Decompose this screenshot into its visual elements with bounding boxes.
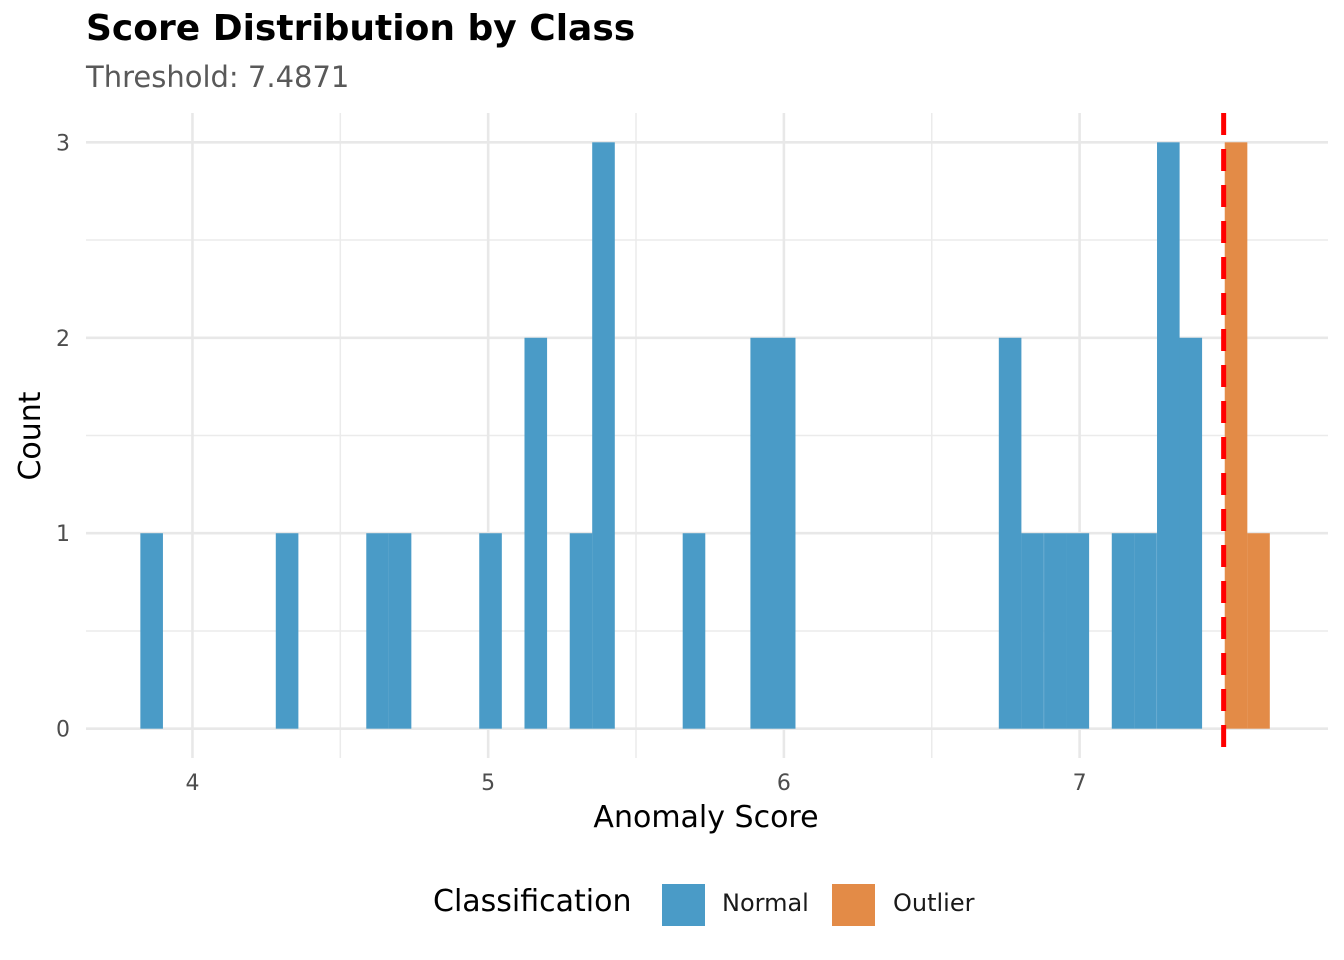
legend-title: Classification xyxy=(433,884,632,919)
legend: Classification Normal Outlier xyxy=(0,880,1344,930)
bar-normal xyxy=(1134,533,1157,729)
bars-layer xyxy=(140,142,1270,729)
chart-title: Score Distribution by Class xyxy=(86,8,636,49)
chart-subtitle: Threshold: 7.4871 xyxy=(86,60,350,94)
bar-normal xyxy=(682,533,706,729)
legend-label-outlier: Outlier xyxy=(893,889,975,917)
bar-normal xyxy=(275,533,299,729)
legend-label-normal: Normal xyxy=(722,889,809,917)
bar-normal xyxy=(1111,533,1135,729)
bar-normal xyxy=(1066,533,1090,729)
x-tick-label: 6 xyxy=(777,771,791,796)
bar-normal xyxy=(140,533,163,729)
bar-normal xyxy=(1157,142,1180,729)
x-tick-label: 7 xyxy=(1073,771,1087,796)
histogram-plot: 4 5 6 7 0 1 2 3 Anomaly Score Count xyxy=(13,113,1328,835)
bar-normal xyxy=(998,337,1022,729)
bar-normal xyxy=(592,142,615,729)
bar-normal xyxy=(366,533,389,729)
y-axis-title: Count xyxy=(13,391,48,480)
legend-key-outlier xyxy=(832,884,875,926)
bar-normal xyxy=(479,533,502,729)
bar-normal xyxy=(569,533,593,729)
bar-outlier xyxy=(1224,142,1248,729)
x-tick-label: 5 xyxy=(481,771,495,796)
x-axis-title: Anomaly Score xyxy=(593,800,818,835)
bar-normal xyxy=(1021,533,1044,729)
y-tick-label: 2 xyxy=(56,327,70,352)
axis-layer: 4 5 6 7 0 1 2 3 xyxy=(56,131,1087,796)
x-tick-label: 4 xyxy=(185,771,199,796)
legend-key-normal xyxy=(662,884,705,926)
bar-normal xyxy=(772,337,796,729)
bar-normal xyxy=(388,533,412,729)
bar-normal xyxy=(1179,337,1203,729)
bar-normal xyxy=(524,337,548,729)
bar-normal xyxy=(1044,533,1067,729)
y-tick-label: 1 xyxy=(56,522,70,547)
y-tick-label: 3 xyxy=(56,131,70,156)
y-tick-label: 0 xyxy=(56,718,70,743)
bar-outlier xyxy=(1247,533,1270,729)
bar-normal xyxy=(750,337,774,729)
